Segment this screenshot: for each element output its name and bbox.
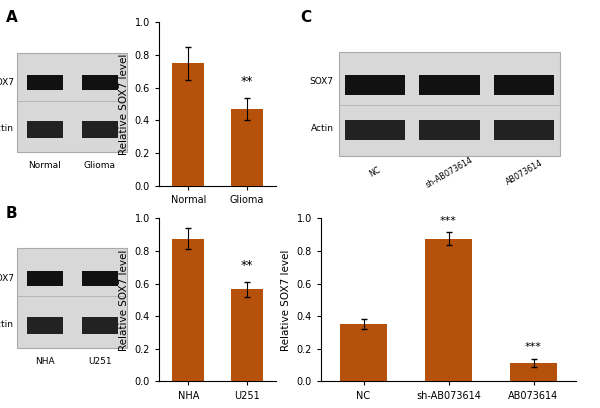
Bar [17,248,127,348]
Bar [425,239,472,381]
Bar [339,52,560,155]
Bar [510,363,557,381]
Bar [230,109,263,186]
Bar [27,317,62,334]
Text: SOX7: SOX7 [0,78,14,87]
Bar [419,75,480,95]
Text: SOX7: SOX7 [0,274,14,283]
Bar [27,75,62,90]
Text: NHA: NHA [35,357,55,366]
Bar [17,53,127,152]
Text: A: A [6,10,18,25]
Text: C: C [300,10,311,25]
Text: NC: NC [368,166,382,179]
Bar [27,121,62,138]
Text: Actin: Actin [0,124,14,133]
Text: Actin: Actin [311,124,334,133]
Bar [419,120,480,140]
Text: U251: U251 [88,357,112,366]
Y-axis label: Relative SOX7 level: Relative SOX7 level [119,53,129,155]
Bar [27,271,62,286]
Text: Normal: Normal [28,161,61,170]
Text: Actin: Actin [0,320,14,329]
Bar [172,63,205,186]
Text: **: ** [241,259,253,272]
Y-axis label: Relative SOX7 level: Relative SOX7 level [281,249,291,350]
Text: sh-AB073614: sh-AB073614 [424,155,475,189]
Bar [494,75,554,95]
Y-axis label: Relative SOX7 level: Relative SOX7 level [119,249,129,350]
Text: ***: *** [525,342,542,352]
Text: B: B [6,206,17,221]
Text: SOX7: SOX7 [310,78,334,86]
Bar [82,75,118,90]
Bar [344,120,406,140]
Text: Glioma: Glioma [84,161,116,170]
Text: AB073614: AB073614 [504,158,544,186]
Bar [230,289,263,381]
Bar [82,121,118,138]
Bar [344,75,406,95]
Bar [340,324,387,381]
Bar [172,239,205,381]
Bar [82,271,118,286]
Bar [494,120,554,140]
Bar [82,317,118,334]
Text: **: ** [241,75,253,88]
Text: ***: *** [440,215,457,226]
